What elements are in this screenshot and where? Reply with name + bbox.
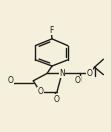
Text: O: O	[37, 87, 43, 96]
Text: O: O	[8, 76, 14, 85]
Text: O: O	[54, 95, 60, 104]
Text: F: F	[49, 26, 53, 35]
Text: N: N	[59, 69, 65, 78]
Text: O: O	[87, 69, 92, 78]
Text: O: O	[75, 76, 81, 85]
